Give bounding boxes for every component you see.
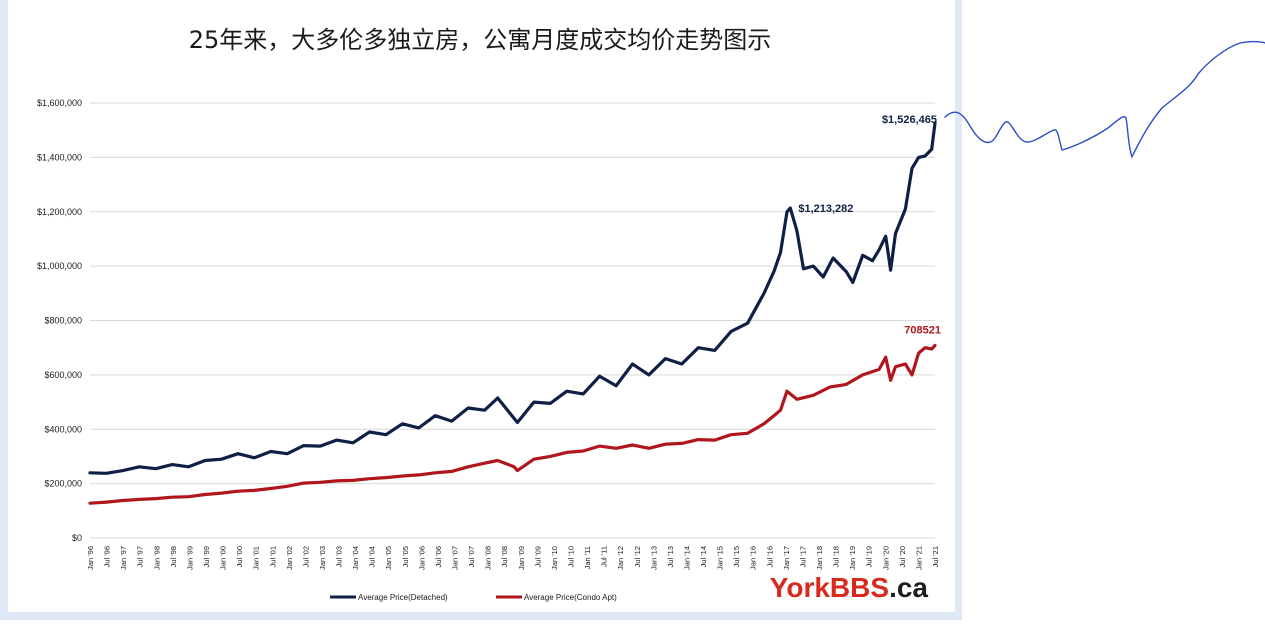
x-tick-label: Jan '02 (285, 546, 294, 570)
x-tick-label: Jan '17 (782, 546, 791, 570)
x-tick-label: Jan '11 (583, 546, 592, 569)
x-tick-label: Jan '01 (252, 546, 261, 570)
y-tick-label: $1,200,000 (37, 207, 82, 217)
x-tick-label: Jul '06 (434, 546, 443, 567)
x-tick-label: Jul '04 (368, 546, 377, 567)
x-tick-label: Jul '15 (732, 546, 741, 567)
y-tick-label: $0 (72, 533, 82, 543)
x-tick-label: Jul '18 (832, 546, 841, 567)
x-tick-label: Jul '21 (931, 546, 940, 567)
x-tick-label: Jan '18 (815, 546, 824, 570)
frame-border-right (955, 0, 962, 620)
yorkbbs-logo: YorkBBS.ca (770, 572, 929, 603)
y-tick-label: $1,400,000 (37, 152, 82, 162)
x-tick-label: Jan '97 (119, 546, 128, 570)
grid-lines (90, 102, 935, 539)
x-tick-label: Jul '17 (798, 546, 807, 567)
x-tick-label: Jul '09 (533, 546, 542, 567)
x-tick-label: Jul '11 (600, 546, 609, 567)
x-tick-label: Jan '00 (219, 546, 228, 570)
x-tick-label: Jul '16 (765, 546, 774, 567)
x-tick-label: Jan '04 (351, 546, 360, 570)
x-tick-label: Jan '06 (417, 546, 426, 570)
x-tick-label: Jul '01 (268, 546, 277, 567)
series-line-detached (88, 121, 937, 475)
x-tick-label: Jan '12 (616, 546, 625, 570)
x-tick-label: Jul '20 (898, 546, 907, 567)
legend-label-condo: Average Price(Condo Apt) (524, 593, 617, 602)
data-label: $1,213,282 (798, 203, 853, 215)
x-tick-label: Jan '08 (484, 546, 493, 570)
x-tick-label: Jan '16 (749, 546, 758, 570)
x-tick-label: Jul '02 (301, 546, 310, 567)
x-tick-label: Jul '12 (633, 546, 642, 567)
x-tick-label: Jul '19 (865, 546, 874, 567)
data-label: 708521 (904, 324, 941, 336)
x-tick-label: Jul '10 (566, 546, 575, 567)
logo-text-york: YorkBBS (770, 572, 889, 603)
legend-label-detached: Average Price(Detached) (358, 593, 448, 602)
x-tick-label: Jul '03 (335, 546, 344, 567)
y-tick-label: $1,000,000 (37, 261, 82, 271)
data-annotations: $1,526,465 $1,213,282 708521 (798, 114, 941, 336)
data-label: $1,526,465 (882, 114, 937, 126)
x-tick-label: Jan '20 (881, 546, 890, 570)
x-tick-label: Jan '10 (550, 546, 559, 570)
x-tick-label: Jan '13 (649, 546, 658, 570)
x-axis-ticks: Jan '96 Jul '96 Jan '97 Jul '97 Jan '98 Jul '… (86, 546, 940, 570)
x-tick-label: Jul '08 (500, 546, 509, 567)
frame-border-bottom (0, 612, 962, 620)
x-tick-label: Jul '00 (235, 546, 244, 567)
x-tick-label: Jan '19 (848, 546, 857, 570)
x-tick-label: Jul '07 (467, 546, 476, 567)
series-line-condo (88, 343, 937, 505)
x-tick-label: Jul '96 (103, 546, 112, 567)
x-tick-label: Jul '97 (136, 546, 145, 567)
x-tick-label: Jan '07 (451, 546, 460, 570)
x-tick-label: Jul '98 (169, 546, 178, 567)
y-tick-label: $200,000 (44, 479, 82, 489)
logo-text-ca: .ca (889, 572, 928, 603)
y-tick-label: $800,000 (44, 316, 82, 326)
frame-border-left (0, 0, 8, 620)
x-tick-label: Jan '99 (185, 546, 194, 570)
chart-legend: Average Price(Detached) Average Price(Co… (330, 593, 617, 602)
x-tick-label: Jan '15 (716, 546, 725, 570)
handwritten-trend-doodle (944, 40, 1265, 158)
chart-title: 25年来，大多伦多独立房，公寓月度成交均价走势图示 (189, 26, 772, 54)
x-tick-label: Jul '14 (699, 546, 708, 567)
series-lines (88, 121, 937, 505)
x-tick-label: Jan '21 (914, 546, 923, 570)
x-tick-label: Jul '13 (666, 546, 675, 567)
x-tick-label: Jan '98 (152, 546, 161, 570)
x-tick-label: Jan '05 (384, 546, 393, 570)
y-tick-label: $400,000 (44, 424, 82, 434)
x-tick-label: Jul '05 (401, 546, 410, 567)
x-tick-label: Jan '03 (318, 546, 327, 570)
x-tick-label: Jan '09 (517, 546, 526, 570)
x-tick-label: Jan '96 (86, 546, 95, 570)
x-tick-label: Jul '99 (202, 546, 211, 567)
x-tick-label: Jan '14 (682, 546, 691, 570)
y-tick-label: $600,000 (44, 370, 82, 380)
y-axis-ticks: $0 $200,000 $400,000 $600,000 $800,000 $1,000… (37, 98, 82, 543)
y-tick-label: $1,600,000 (37, 98, 82, 108)
